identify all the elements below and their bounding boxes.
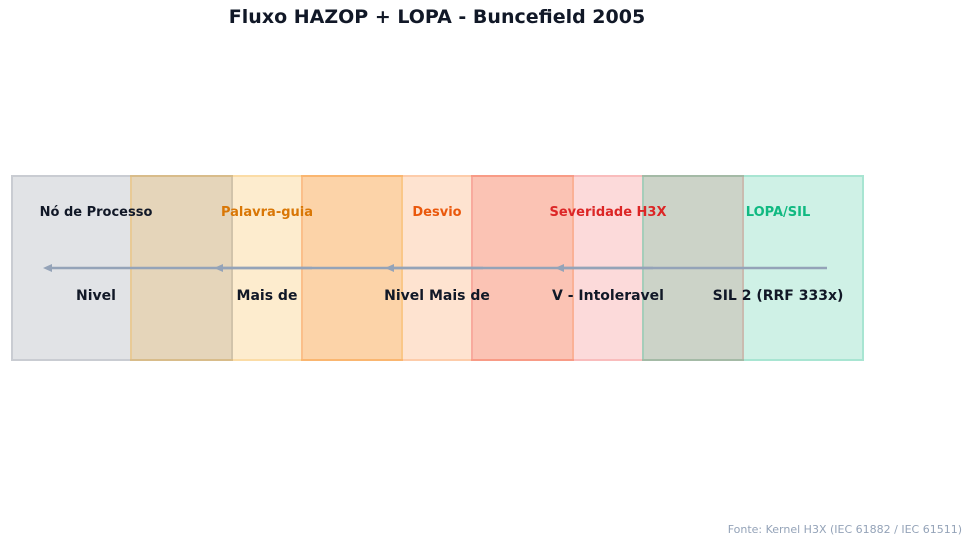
stage-value-deviation: Nivel Mais de (384, 288, 490, 304)
stage-label-guide-word: Palavra-guia (220, 205, 314, 220)
stage-value-lopa-sil: SIL 2 (RRF 333x) (712, 288, 844, 304)
stage-label-severity: Severidade H3X (549, 205, 667, 220)
stage-label-lopa-sil: LOPA/SIL (745, 205, 811, 220)
stage-value-guide-word: Mais de (236, 288, 298, 304)
stage-value-severity: V - Intoleravel (552, 288, 664, 304)
diagram-title: Fluxo HAZOP + LOPA - Buncefield 2005 (228, 6, 646, 28)
source-note: Fonte: Kernel H3X (IEC 61882 / IEC 61511… (727, 523, 962, 536)
stage-label-deviation: Desvio (412, 205, 462, 220)
stage-label-process-node: Nó de Processo (39, 205, 153, 220)
stage-value-process-node: Nivel (76, 288, 116, 304)
